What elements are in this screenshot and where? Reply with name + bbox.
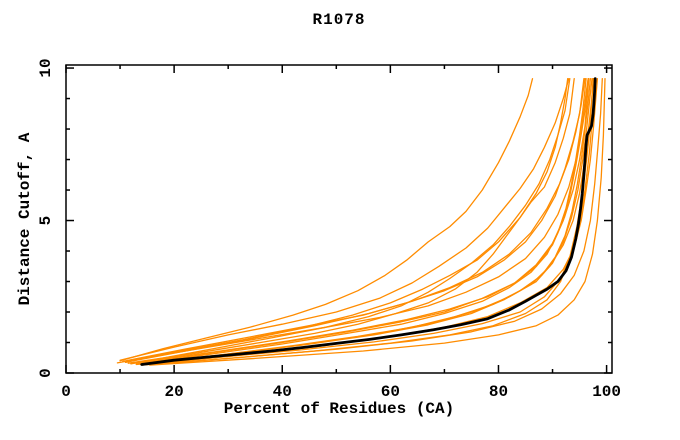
prediction-19-curve: [135, 78, 596, 366]
x-tick-label: 0: [61, 383, 71, 401]
prediction-16-curve: [130, 78, 590, 365]
x-tick-label: 40: [273, 383, 292, 401]
y-tick-label: 5: [37, 216, 55, 226]
y-tick-label: 10: [37, 58, 55, 77]
prediction-10-curve: [138, 78, 595, 365]
x-tick-label: 80: [489, 383, 508, 401]
prediction-02-curve: [124, 78, 569, 363]
prediction-15-curve: [124, 78, 586, 363]
prediction-09-curve: [122, 78, 585, 363]
prediction-18-curve: [116, 78, 589, 364]
x-tick-label: 20: [165, 383, 184, 401]
chart-title: R1078: [312, 11, 366, 29]
prediction-01-curve: [119, 78, 534, 362]
prediction-11-curve: [146, 78, 599, 366]
prediction-12-curve: [151, 78, 603, 366]
x-tick-label: 60: [381, 383, 400, 401]
y-tick-label: 0: [37, 368, 55, 378]
y-axis-label: Distance Cutoff, A: [16, 132, 34, 306]
prediction-13-curve: [149, 78, 606, 366]
reference-model-curve: [140, 77, 597, 366]
x-axis-label: Percent of Residues (CA): [223, 400, 455, 418]
prediction-04-curve: [127, 78, 575, 364]
prediction-05-curve: [135, 78, 587, 365]
x-tick-label: 100: [592, 383, 621, 401]
plot-border: [65, 64, 613, 374]
prediction-17-curve: [119, 78, 570, 361]
